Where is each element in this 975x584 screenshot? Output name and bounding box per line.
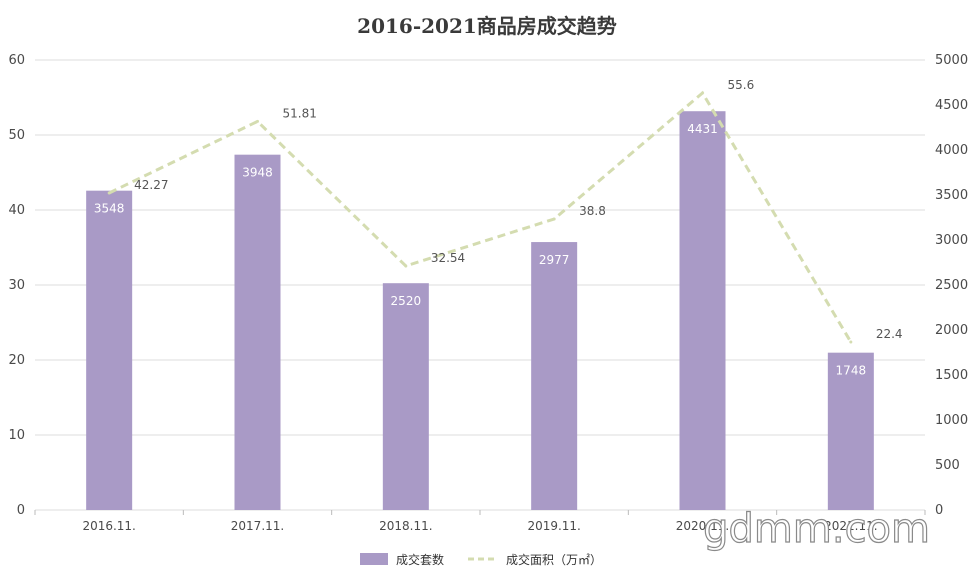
legend-label-bar: 成交套数: [396, 552, 444, 567]
bar-data-label: 3548: [94, 202, 125, 216]
line-data-label: 22.4: [876, 327, 903, 341]
line-path: [108, 90, 853, 343]
y-right-tick-label: 1500: [935, 368, 968, 383]
line-series: [107, 90, 853, 344]
bar-series: [86, 111, 874, 511]
bar: [234, 154, 281, 510]
bar: [827, 352, 874, 510]
bar-data-label: 3948: [242, 166, 273, 180]
line-data-label: 42.27: [134, 178, 168, 192]
line-point: [552, 217, 556, 221]
x-tick-label: 2018.11.: [379, 519, 432, 533]
bar: [86, 190, 133, 510]
y-right-tick-label: 3000: [935, 233, 968, 248]
y-right-tick-label: 3500: [935, 188, 968, 203]
y-left-tick-label: 10: [8, 428, 25, 443]
line-point: [404, 264, 408, 268]
y-right-tick-label: 4000: [935, 143, 968, 158]
line-point: [849, 340, 853, 344]
bar-data-label: 1748: [836, 364, 867, 378]
legend: 成交套数 成交面积（万㎡）: [360, 552, 602, 567]
watermark: gdmm.com: [703, 506, 930, 552]
axes: 0 10 20 30 40 50 60 0 500 1000 1500 2000 2500 3000 350…: [8, 53, 968, 533]
y-left-tick-label: 20: [8, 353, 25, 368]
line-data-label: 32.54: [431, 251, 465, 265]
legend-swatch-bar: [360, 553, 388, 565]
x-tick-label: 2016.11.: [82, 519, 135, 533]
x-tick-label: 2021.11.: [824, 519, 877, 533]
y-right-tick-label: 5000: [935, 53, 968, 68]
line-data-label: 38.8: [579, 204, 606, 218]
y-left-tick-label: 50: [8, 128, 25, 143]
y-left-tick-label: 0: [17, 503, 25, 518]
legend-label-line: 成交面积（万㎡）: [506, 552, 602, 567]
y-right-tick-label: 2000: [935, 323, 968, 338]
line-data-label: 51.81: [283, 106, 317, 120]
line-point: [107, 191, 111, 195]
grid-lines: [35, 59, 925, 511]
line-point: [256, 119, 259, 123]
y-right-tick-label: 2500: [935, 278, 968, 293]
bar-data-label: 2520: [391, 294, 422, 308]
x-tick-label: 2019.11.: [527, 519, 580, 533]
y-left-tick-label: 30: [8, 278, 25, 293]
chart-title: 2016-2021商品房成交趋势: [357, 14, 617, 38]
y-left-tick-label: 60: [8, 53, 25, 68]
y-right-tick-label: 1000: [935, 413, 968, 428]
data-labels: 3548 3948 2520 2977 4431 1748 42.27 51.81 32.54 3…: [94, 78, 903, 378]
x-tick-label: 2020.11.: [676, 519, 729, 533]
bar: [679, 111, 726, 511]
bar-data-label: 4431: [687, 122, 718, 136]
bar: [531, 242, 578, 510]
y-right-tick-label: 0: [935, 503, 943, 518]
y-right-tick-label: 500: [935, 458, 960, 473]
bar-data-label: 2977: [539, 253, 570, 267]
bar: [382, 283, 429, 510]
line-data-label: 55.6: [728, 78, 755, 92]
line-point: [701, 91, 704, 95]
x-tick-label: 2017.11.: [231, 519, 284, 533]
y-right-tick-label: 4500: [935, 98, 968, 113]
y-left-tick-label: 40: [8, 203, 25, 218]
